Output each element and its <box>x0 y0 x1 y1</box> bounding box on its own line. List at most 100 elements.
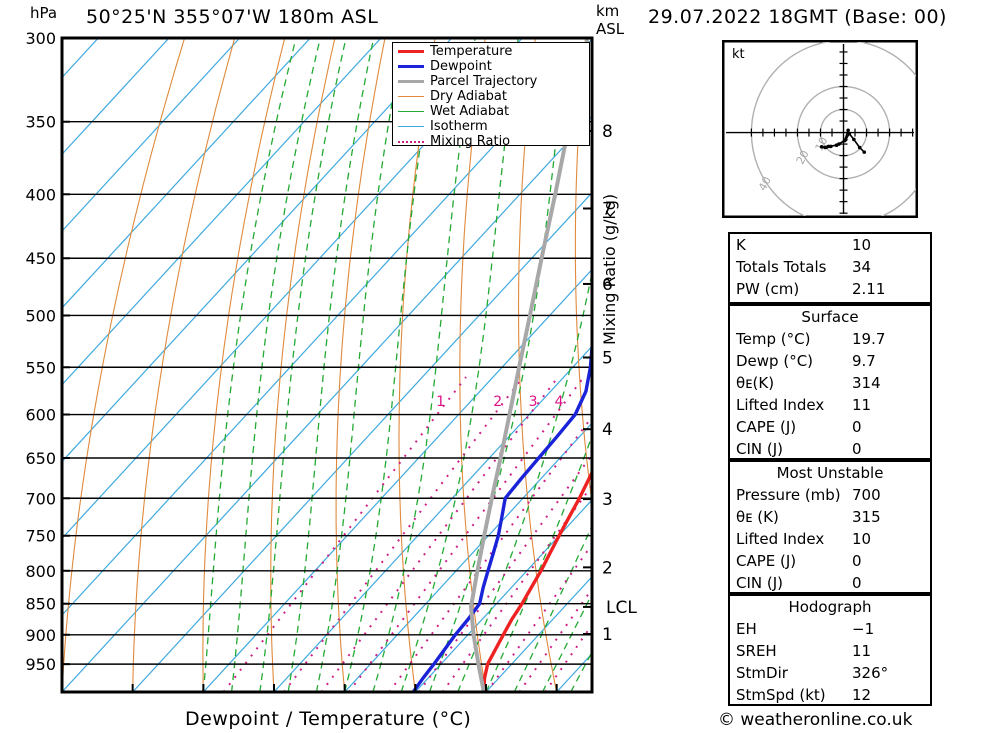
hodograph-stats-rows: EH −1 SREH 11 StmDir 326° StmSpd (kt) 12 <box>730 618 930 706</box>
legend-label: Temperature <box>430 44 513 59</box>
legend-label: Mixing Ratio <box>430 134 511 149</box>
row-label: SREH <box>736 642 777 660</box>
legend-item: Dewpoint <box>394 59 586 74</box>
row-value: 2.11 <box>852 280 886 298</box>
skewt-chart: 1 2 3 4300350400450500550600650700750800850… <box>0 29 640 700</box>
pressure-tick-label: 300 <box>25 29 56 48</box>
row-value: 10 <box>852 530 872 548</box>
height-unit-label-asl: ASL <box>596 20 625 38</box>
dry-adiabat-line <box>335 38 386 692</box>
row-value: 34 <box>852 258 872 276</box>
surface-rows: Temp (°C) 19.7 Dewp (°C) 9.7 θᴇ(K) 314 Lifted … <box>730 328 930 460</box>
hodograph-ring-label: 40 <box>756 175 774 193</box>
legend-label: Dry Adiabat <box>430 89 507 104</box>
pressure-tick-label: 650 <box>25 449 56 468</box>
row-value: 700 <box>852 486 881 504</box>
table-row: Totals Totals 34 <box>730 256 930 278</box>
row-label: StmDir <box>736 664 788 682</box>
temperature-tick-label: 10 <box>405 699 427 700</box>
legend-label: Isotherm <box>430 119 488 134</box>
legend-item: Isotherm <box>394 119 586 134</box>
legend <box>392 42 590 146</box>
isotherm-line <box>0 38 28 692</box>
row-value: −1 <box>852 620 875 638</box>
row-label: Pressure (mb) <box>736 486 841 504</box>
temperature-tick-label: -40 <box>48 699 76 700</box>
table-row: Temp (°C) 19.7 <box>730 328 930 350</box>
row-label: θᴇ(K) <box>736 374 775 392</box>
table-row: PW (cm) 2.11 <box>730 278 930 300</box>
height-tick-label: 7 <box>602 199 613 219</box>
row-label: EH <box>736 620 757 638</box>
table-row: Dewp (°C) 9.7 <box>730 350 930 372</box>
temperature-tick-label: 20 <box>475 699 497 700</box>
row-label: K <box>736 236 746 254</box>
lcl-label: LCL <box>606 598 637 618</box>
table-row: Lifted Index 10 <box>730 528 930 550</box>
row-value: 12 <box>852 686 872 704</box>
legend-label: Parcel Trajectory <box>430 74 538 89</box>
mixing-ratio-value-label: 4 <box>555 394 564 410</box>
table-row: SREH 11 <box>730 640 930 662</box>
height-tick-label: 3 <box>602 490 613 510</box>
indices-rows: K 10 Totals Totals 34 PW (cm) 2.11 <box>730 234 930 300</box>
legend-item: Wet Adiabat <box>394 104 586 119</box>
row-value: 326° <box>852 664 889 682</box>
surface-title: Surface <box>801 308 859 326</box>
pressure-tick-label: 900 <box>25 626 56 645</box>
row-value: 0 <box>852 418 862 436</box>
height-tick-label: 4 <box>602 420 613 440</box>
pressure-tick-label: 550 <box>25 358 56 377</box>
pressure-tick-label: 450 <box>25 249 56 268</box>
table-row: StmDir 326° <box>730 662 930 684</box>
hodograph-stats-table: Hodograph EH −1 SREH 11 StmDir 326° StmSpd (kt… <box>728 594 932 706</box>
legend-item: Dry Adiabat <box>394 89 586 104</box>
table-row: StmSpd (kt) 12 <box>730 684 930 706</box>
row-value: 0 <box>852 440 862 458</box>
legend-item: Parcel Trajectory <box>394 74 586 89</box>
isotherm-line <box>627 38 640 692</box>
wet-adiabat-line <box>457 269 592 692</box>
isotherm-line <box>62 38 170 156</box>
pressure-tick-label: 950 <box>25 655 56 674</box>
most-unstable-table: Most Unstable Pressure (mb) 700 θᴇ (K) 315 L… <box>728 460 932 594</box>
legend-rows: Temperature Dewpoint Parcel Trajectory Dry … <box>394 44 586 149</box>
isotherm-line <box>62 38 241 233</box>
mixing-ratio-line <box>388 415 592 692</box>
isotherm-line <box>344 422 592 692</box>
row-value: 9.7 <box>852 352 876 370</box>
indices-table: K 10 Totals Totals 34 PW (cm) 2.11 <box>728 232 932 304</box>
row-label: Totals Totals <box>736 258 827 276</box>
most-unstable-rows: Pressure (mb) 700 θᴇ (K) 315 Lifted Index 10 C… <box>730 484 930 594</box>
row-label: CIN (J) <box>736 574 784 592</box>
temperature-tick-label: -10 <box>260 699 288 700</box>
temperature-tick-label: 0 <box>339 699 350 700</box>
isotherm-line <box>62 38 311 309</box>
pressure-tick-label: 800 <box>25 562 56 581</box>
row-value: 0 <box>852 574 862 592</box>
row-value: 0 <box>852 552 862 570</box>
series-dewpoint <box>411 331 592 692</box>
row-label: PW (cm) <box>736 280 800 298</box>
isotherm-line <box>414 499 592 692</box>
wet-adiabat-line <box>202 38 297 692</box>
station-title: 50°25'N 355°07'W 180m ASL <box>86 6 379 28</box>
isotherm-line <box>273 345 592 692</box>
table-row: CAPE (J) 0 <box>730 416 930 438</box>
row-label: Lifted Index <box>736 530 825 548</box>
isotherm-line <box>62 38 382 386</box>
dry-adiabat-line <box>630 38 640 692</box>
legend-item: Temperature <box>394 44 586 59</box>
height-tick-label: 2 <box>602 558 613 578</box>
row-label: Dewp (°C) <box>736 352 814 370</box>
series-temperature <box>482 469 592 692</box>
mixing-ratio-line <box>283 376 524 692</box>
height-tick-label: 8 <box>602 122 613 142</box>
row-value: 314 <box>852 374 881 392</box>
pressure-tick-label: 850 <box>25 595 56 614</box>
wet-adiabat-line <box>372 38 476 692</box>
height-tick-label: 5 <box>602 348 613 368</box>
pressure-tick-label: 750 <box>25 527 56 546</box>
hodograph-stats-title: Hodograph <box>788 598 872 616</box>
